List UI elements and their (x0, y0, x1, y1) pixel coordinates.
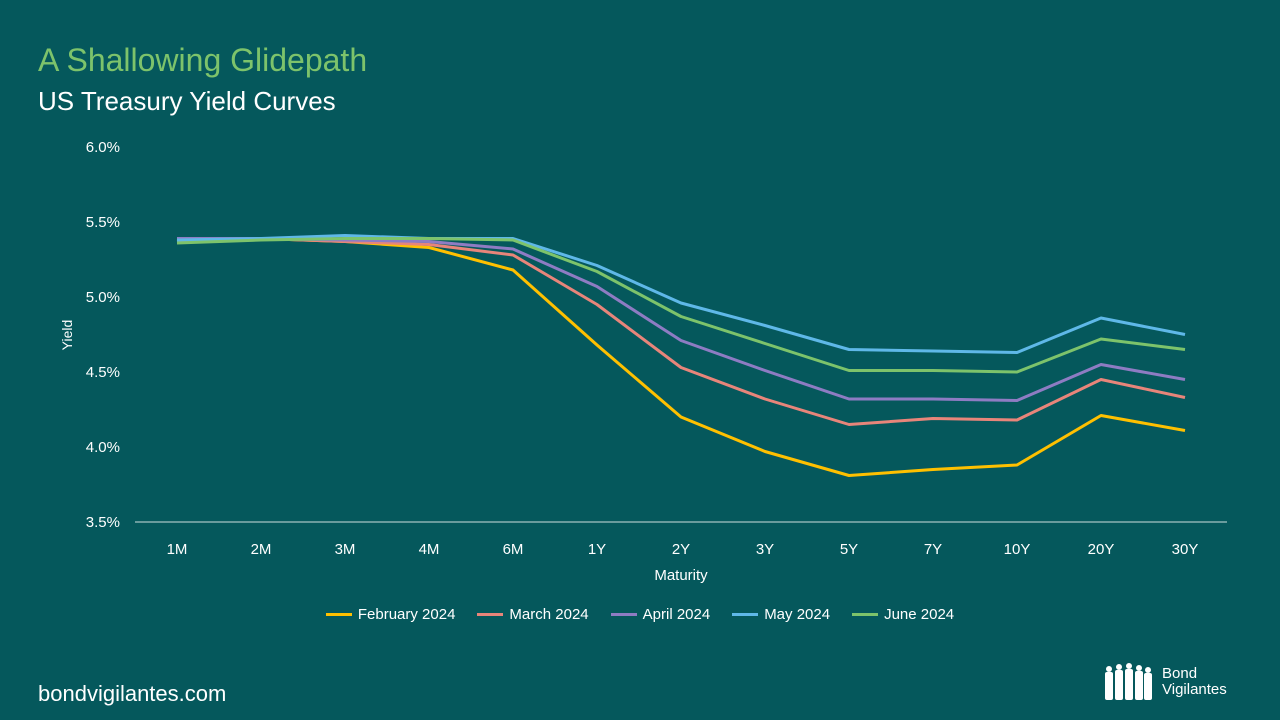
y-tick-label: 6.0% (86, 139, 120, 156)
series-line-may-2024 (176, 234, 1186, 354)
x-tick-label: 30Y (1172, 541, 1199, 558)
x-tick-label: 3M (335, 541, 356, 558)
chart-title: A Shallowing Glidepath (38, 42, 368, 78)
series-line-march-2024 (176, 237, 1186, 426)
x-axis-title: Maturity (654, 567, 708, 584)
legend-swatch (852, 613, 879, 616)
legend-swatch (610, 613, 637, 616)
website-link[interactable]: bondvigilantes.com (38, 681, 227, 706)
legend-swatch (477, 613, 504, 616)
logo-text-line2: Vigilantes (1162, 681, 1227, 698)
y-tick-label: 5.0% (86, 289, 120, 306)
chart-subtitle: US Treasury Yield Curves (38, 86, 336, 116)
x-tick-label: 5Y (840, 541, 858, 558)
y-tick-label: 3.5% (86, 514, 120, 531)
x-tick-label: 1M (167, 541, 188, 558)
legend: February 2024 March 2024 April 2024 May 202… (0, 606, 1280, 623)
legend-label: February 2024 (357, 606, 456, 623)
x-tick-label: 3Y (756, 541, 774, 558)
x-tick-label: 7Y (924, 541, 942, 558)
legend-item: May 2024 (732, 606, 830, 623)
series-line-april-2024 (177, 237, 1186, 402)
x-tick-label: 10Y (1004, 541, 1031, 558)
legend-label: June 2024 (884, 606, 955, 623)
series-line-june-2024 (176, 237, 1186, 374)
legend-label: March 2024 (509, 606, 589, 623)
legend-label: April 2024 (642, 606, 711, 623)
x-tick-label: 2M (251, 541, 272, 558)
people-silhouette-icon (1105, 663, 1152, 700)
y-tick-label: 4.0% (86, 439, 120, 456)
legend-item: March 2024 (477, 606, 589, 623)
series-line-february-2024 (176, 237, 1186, 477)
legend-swatch (732, 613, 759, 616)
y-tick-label: 5.5% (86, 214, 120, 231)
legend-item: April 2024 (610, 606, 711, 623)
y-tick-label: 4.5% (86, 364, 120, 381)
x-tick-label: 2Y (672, 541, 690, 558)
x-tick-label: 20Y (1088, 541, 1115, 558)
logo-text-line1: Bond (1162, 665, 1198, 682)
legend-label: May 2024 (764, 606, 831, 623)
x-tick-label: 4M (419, 541, 440, 558)
x-tick-label: 6M (503, 541, 524, 558)
legend-swatch (325, 613, 352, 616)
x-tick-label: 1Y (588, 541, 606, 558)
y-axis-title: Yield (59, 320, 75, 351)
legend-item: June 2024 (852, 606, 954, 623)
bond-vigilantes-logo: Bond Vigilantes (1102, 662, 1227, 702)
legend-item: February 2024 (325, 606, 456, 623)
